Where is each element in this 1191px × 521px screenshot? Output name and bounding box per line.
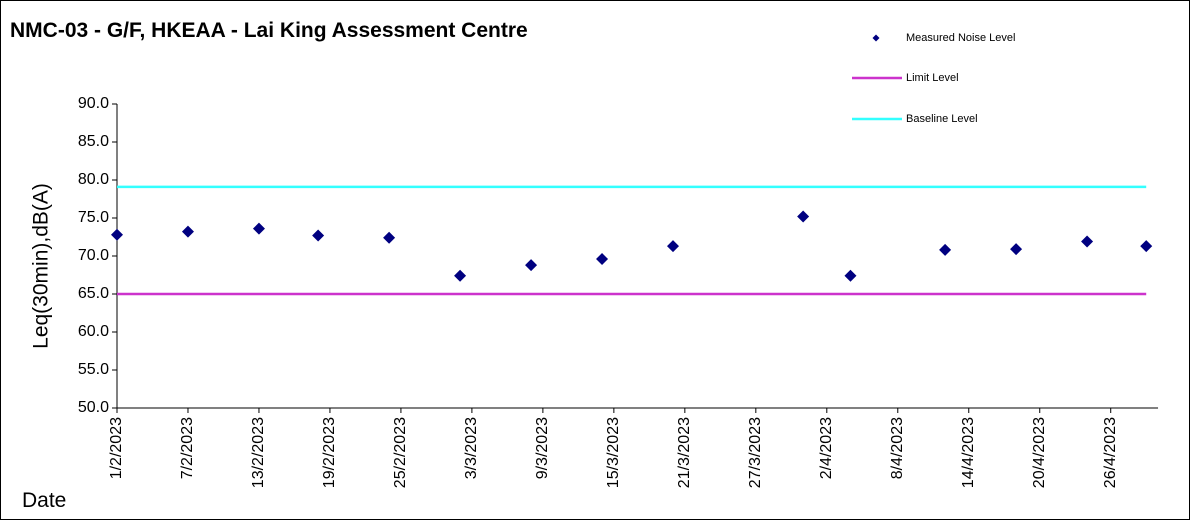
data-point (596, 253, 609, 266)
data-point (1010, 243, 1023, 256)
data-point (667, 240, 680, 253)
x-tick-label: 27/3/2023 (747, 417, 764, 488)
y-tick-label: 60.0 (78, 323, 109, 340)
x-tick-label: 7/2/2023 (179, 417, 196, 479)
y-tick-label: 90.0 (78, 95, 109, 112)
x-tick-label: 2/4/2023 (818, 417, 835, 479)
x-tick-label: 15/3/2023 (605, 417, 622, 488)
data-point (111, 228, 123, 241)
y-tick-label: 70.0 (78, 247, 109, 264)
y-tick-label: 65.0 (78, 285, 109, 302)
y-axis-label: Leq(30min),dB(A) (30, 183, 53, 349)
chart-title: NMC-03 - G/F, HKEAA - Lai King Assessmen… (10, 19, 528, 42)
y-tick-label: 85.0 (78, 133, 109, 150)
x-tick-label: 13/2/2023 (250, 417, 267, 488)
data-point (312, 229, 325, 242)
x-tick-label: 26/4/2023 (1102, 417, 1119, 488)
y-tick-label: 75.0 (78, 209, 109, 226)
legend-label: Baseline Level (906, 113, 978, 125)
data-point (252, 222, 265, 235)
x-tick-label: 1/2/2023 (108, 417, 125, 479)
x-tick-label: 19/2/2023 (321, 417, 338, 488)
x-tick-label: 9/3/2023 (534, 417, 551, 479)
legend-label: Measured Noise Level (906, 32, 1015, 44)
legend-marker (872, 34, 880, 42)
data-point (844, 269, 857, 282)
data-point (939, 243, 952, 256)
x-tick-label: 25/2/2023 (392, 417, 409, 488)
y-tick-label: 80.0 (78, 171, 109, 188)
data-point (181, 225, 194, 238)
x-tick-label: 21/3/2023 (676, 417, 693, 488)
data-point (383, 231, 396, 244)
data-point (1140, 240, 1153, 253)
data-point (525, 259, 538, 272)
x-tick-label: 14/4/2023 (960, 417, 977, 488)
data-point (797, 210, 810, 223)
legend-label: Limit Level (906, 72, 959, 84)
data-point (1081, 235, 1094, 248)
x-axis-label: Date (22, 489, 66, 512)
x-tick-label: 8/4/2023 (889, 417, 906, 479)
x-tick-label: 20/4/2023 (1031, 417, 1048, 488)
y-tick-label: 50.0 (78, 399, 109, 416)
x-tick-label: 3/3/2023 (463, 417, 480, 479)
y-tick-label: 55.0 (78, 361, 109, 378)
data-point (454, 269, 467, 282)
